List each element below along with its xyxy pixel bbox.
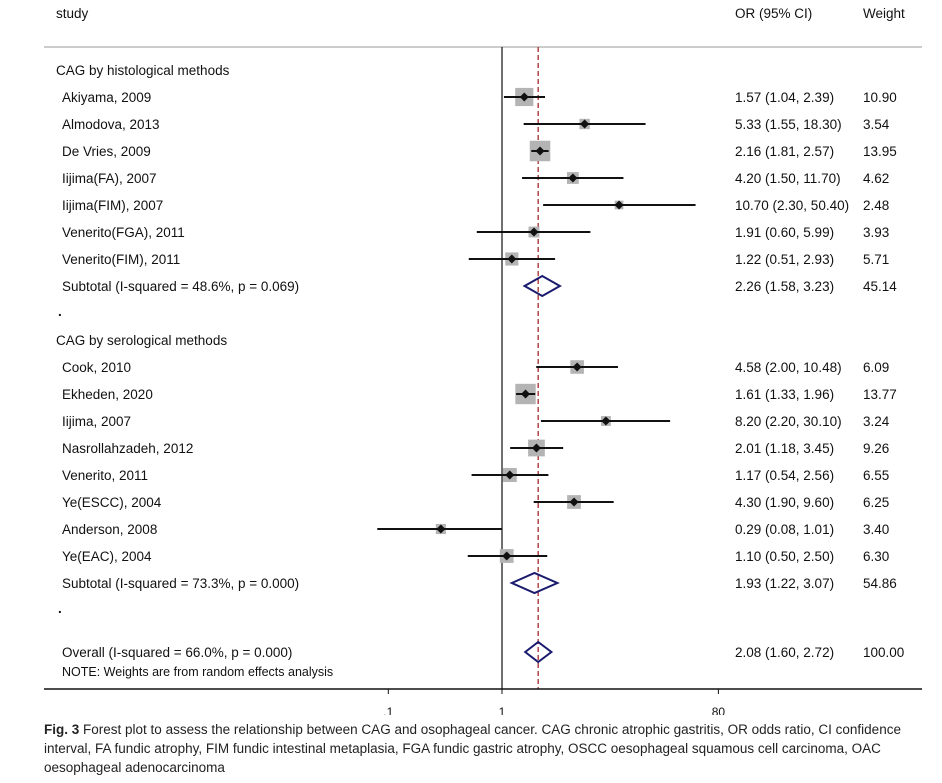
subtotal-label: Subtotal (I-squared = 48.6%, p = 0.069) xyxy=(62,279,299,294)
or-ci-value: 1.10 (0.50, 2.50) xyxy=(735,549,834,564)
point-estimate xyxy=(535,146,545,156)
x-tick-label: .1 xyxy=(383,705,393,715)
study-label: Iijima(FA), 2007 xyxy=(62,171,157,186)
study-label: Venerito(FGA), 2011 xyxy=(62,225,185,240)
weight-value: 2.48 xyxy=(863,198,889,213)
or-ci-value: 4.58 (2.00, 10.48) xyxy=(735,360,842,375)
point-estimate xyxy=(601,416,611,426)
weight-value: 6.25 xyxy=(863,495,889,510)
study-label: Iijima(FIM), 2007 xyxy=(62,198,163,213)
point-estimate xyxy=(436,524,446,534)
overall-weight-value: 100.00 xyxy=(863,645,904,660)
weight-value: 6.55 xyxy=(863,468,889,483)
study-label: Akiyama, 2009 xyxy=(62,90,151,105)
weight-value: 3.40 xyxy=(863,522,889,537)
forest-plot: study OR (95% CI) Weight CAG by histologica… xyxy=(44,6,922,715)
weight-value: 6.30 xyxy=(863,549,889,564)
header-weight: Weight xyxy=(863,6,905,21)
weight-value: 3.93 xyxy=(863,225,889,240)
study-label: De Vries, 2009 xyxy=(62,144,151,159)
point-estimate xyxy=(505,470,515,480)
weight-value: 9.26 xyxy=(863,441,889,456)
weight-value: 3.24 xyxy=(863,414,890,429)
weight-value: 4.62 xyxy=(863,171,889,186)
or-ci-value: 1.57 (1.04, 2.39) xyxy=(735,90,834,105)
or-ci-value: 1.61 (1.33, 1.96) xyxy=(735,387,834,402)
point-estimate xyxy=(531,443,541,453)
subtotal-weight-value: 45.14 xyxy=(863,279,897,294)
or-ci-value: 4.30 (1.90, 9.60) xyxy=(735,495,834,510)
weight-value: 13.77 xyxy=(863,387,897,402)
study-label: Iijima, 2007 xyxy=(62,414,131,429)
weight-value: 5.71 xyxy=(863,252,889,267)
group-heading: CAG by histological methods xyxy=(56,63,230,78)
or-ci-value: 5.33 (1.55, 18.30) xyxy=(735,117,842,132)
x-tick-label: 1 xyxy=(499,705,506,715)
x-tick-label: 80 xyxy=(712,705,726,715)
overall-diamond xyxy=(523,640,554,664)
or-ci-value: 1.22 (0.51, 2.93) xyxy=(735,252,834,267)
or-ci-value: 1.17 (0.54, 2.56) xyxy=(735,468,834,483)
study-label: Ekheden, 2020 xyxy=(62,387,153,402)
point-estimate xyxy=(614,200,624,210)
subtotal-or-ci-value: 2.26 (1.58, 3.23) xyxy=(735,279,834,294)
weights-note: NOTE: Weights are from random effects an… xyxy=(62,665,333,679)
study-label: Nasrollahzadeh, 2012 xyxy=(62,441,193,456)
figure-caption: Fig. 3 Forest plot to assess the relatio… xyxy=(44,720,924,777)
study-label: Venerito(FIM), 2011 xyxy=(62,252,180,267)
point-estimate xyxy=(502,551,512,561)
overall-label: Overall (I-squared = 66.0%, p = 0.000) xyxy=(62,645,292,660)
overall-or-ci-value: 2.08 (1.60, 2.72) xyxy=(735,645,834,660)
point-estimate xyxy=(568,173,578,183)
or-ci-value: 2.01 (1.18, 3.45) xyxy=(735,441,834,456)
section-separator: . xyxy=(58,304,62,319)
weight-value: 6.09 xyxy=(863,360,889,375)
subtotal-or-ci-value: 1.93 (1.22, 3.07) xyxy=(735,576,834,591)
point-estimate xyxy=(529,227,539,237)
study-label: Anderson, 2008 xyxy=(62,522,157,537)
study-label: Venerito, 2011 xyxy=(62,468,148,483)
point-estimate xyxy=(572,362,582,372)
study-label: Cook, 2010 xyxy=(62,360,131,375)
subtotal-label: Subtotal (I-squared = 73.3%, p = 0.000) xyxy=(62,576,299,591)
or-ci-value: 8.20 (2.20, 30.10) xyxy=(735,414,842,429)
subtotal-weight-value: 54.86 xyxy=(863,576,897,591)
or-ci-value: 0.29 (0.08, 1.01) xyxy=(735,522,834,537)
study-label: Almodova, 2013 xyxy=(62,117,160,132)
caption-figure-number: Fig. 3 xyxy=(44,722,80,737)
weight-value: 13.95 xyxy=(863,144,897,159)
study-label: Ye(EAC), 2004 xyxy=(62,549,152,564)
study-label: Ye(ESCC), 2004 xyxy=(62,495,162,510)
subtotal-diamond xyxy=(522,274,562,298)
point-estimate xyxy=(580,119,590,129)
or-ci-value: 2.16 (1.81, 2.57) xyxy=(735,144,834,159)
point-estimate xyxy=(507,254,517,264)
caption-text: Forest plot to assess the relationship b… xyxy=(44,722,901,775)
or-ci-value: 10.70 (2.30, 50.40) xyxy=(735,198,849,213)
weight-value: 3.54 xyxy=(863,117,890,132)
header-study: study xyxy=(56,6,89,21)
section-separator: . xyxy=(58,601,62,616)
point-estimate xyxy=(519,92,529,102)
weight-value: 10.90 xyxy=(863,90,897,105)
point-estimate xyxy=(521,389,531,399)
group-heading: CAG by serological methods xyxy=(56,333,227,348)
or-ci-value: 4.20 (1.50, 11.70) xyxy=(735,171,841,186)
subtotal-diamond xyxy=(509,571,560,595)
point-estimate xyxy=(569,497,579,507)
header-or: OR (95% CI) xyxy=(735,6,812,21)
or-ci-value: 1.91 (0.60, 5.99) xyxy=(735,225,834,240)
